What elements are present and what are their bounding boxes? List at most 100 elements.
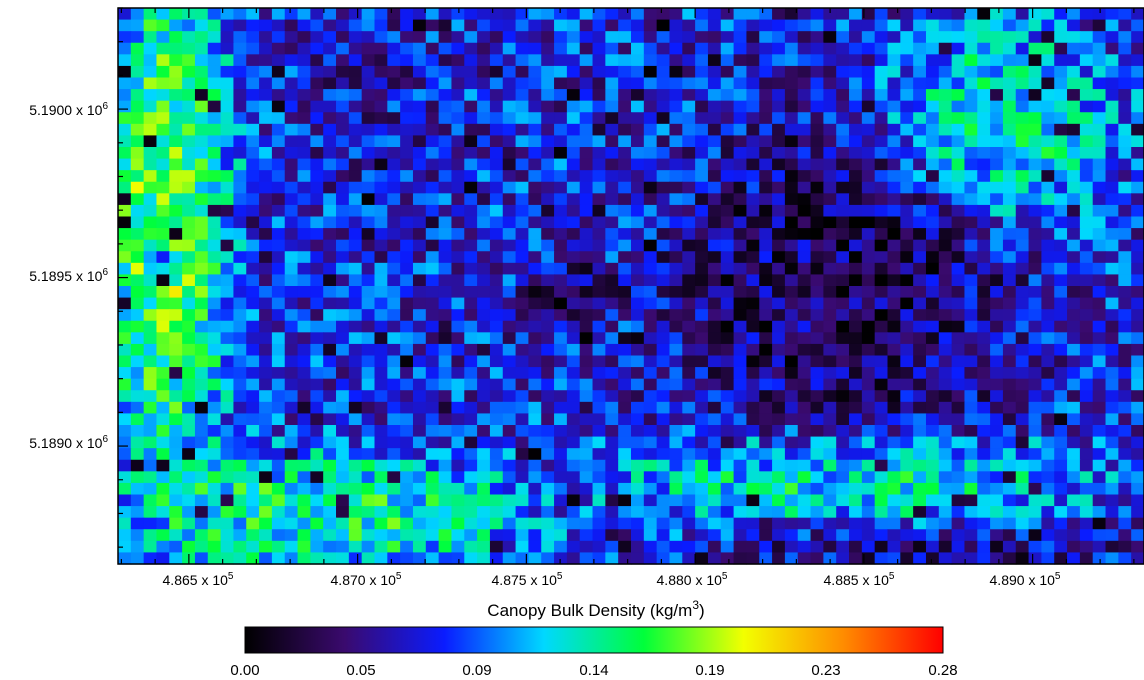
heatmap-cell: [656, 506, 671, 519]
heatmap-cell: [387, 228, 401, 241]
heatmap-cell: [528, 390, 542, 403]
heatmap-cell: [1041, 54, 1055, 67]
heatmap-cell: [541, 540, 555, 554]
heatmap-cell: [746, 401, 760, 415]
heatmap-cell: [861, 42, 876, 55]
heatmap-cell: [1054, 343, 1068, 357]
heatmap-cell: [348, 378, 363, 391]
heatmap-cell: [964, 552, 978, 565]
heatmap-cell: [746, 262, 760, 276]
heatmap-cell: [451, 262, 465, 276]
heatmap-cell: [618, 540, 632, 554]
heatmap-cell: [861, 31, 876, 44]
heatmap-cell: [631, 181, 645, 194]
heatmap-cell: [1131, 436, 1144, 449]
heatmap-cell: [810, 436, 824, 449]
heatmap-cell: [374, 19, 388, 32]
heatmap-cell: [592, 251, 606, 264]
heatmap-cell: [1002, 436, 1017, 449]
heatmap-cell: [784, 413, 799, 426]
heatmap-cell: [695, 204, 709, 218]
heatmap-cell: [233, 239, 247, 252]
heatmap-cell: [412, 216, 427, 229]
heatmap-cell: [746, 123, 760, 137]
heatmap-cell: [425, 204, 440, 218]
heatmap-cell: [1105, 343, 1119, 357]
heatmap-cell: [759, 506, 773, 519]
heatmap-cell: [861, 378, 876, 391]
heatmap-cell: [643, 181, 658, 194]
heatmap-cell: [784, 8, 799, 21]
heatmap-cell: [169, 54, 183, 67]
heatmap-cell: [143, 320, 158, 333]
heatmap-cell: [246, 448, 260, 461]
heatmap-cell: [118, 286, 132, 299]
heatmap-cell: [566, 251, 581, 264]
heatmap-cell: [925, 471, 940, 484]
heatmap-cell: [977, 77, 991, 90]
heatmap-cell: [566, 332, 581, 345]
heatmap-cell: [784, 100, 799, 113]
heatmap-cell: [207, 332, 222, 345]
heatmap-cell: [400, 367, 414, 380]
heatmap-cell: [707, 262, 722, 276]
heatmap-cell: [772, 100, 786, 113]
heatmap-cell: [323, 193, 337, 206]
heatmap-cell: [951, 123, 966, 137]
heatmap-cell: [156, 77, 170, 90]
heatmap-cell: [233, 494, 247, 507]
heatmap-cell: [887, 8, 901, 21]
heatmap-cell: [1105, 320, 1119, 333]
heatmap-cell: [233, 65, 247, 79]
heatmap-cell: [233, 425, 247, 438]
heatmap-cell: [220, 123, 235, 137]
heatmap-cell: [271, 239, 286, 252]
heatmap-cell: [951, 367, 966, 380]
heatmap-cell: [541, 204, 555, 218]
heatmap-cell: [297, 65, 311, 79]
heatmap-cell: [361, 89, 376, 102]
heatmap-cell: [1131, 251, 1144, 264]
heatmap-cell: [297, 170, 311, 183]
heatmap-cell: [1028, 19, 1042, 32]
heatmap-cell: [746, 436, 760, 449]
heatmap-cell: [964, 355, 978, 368]
heatmap-cell: [489, 65, 504, 79]
heatmap-cell: [361, 390, 376, 403]
heatmap-cell: [592, 8, 606, 21]
heatmap-cell: [489, 19, 504, 32]
heatmap-cell: [502, 262, 517, 276]
heatmap-cell: [1092, 147, 1107, 160]
heatmap-cell: [900, 355, 914, 368]
heatmap-cell: [797, 262, 812, 276]
heatmap-cell: [669, 170, 683, 183]
heatmap-cell: [182, 367, 196, 380]
heatmap-cell: [951, 216, 966, 229]
heatmap-cell: [797, 228, 812, 241]
heatmap-cell: [259, 401, 273, 415]
heatmap-cell: [220, 65, 235, 79]
heatmap-cell: [233, 228, 247, 241]
heatmap-cell: [669, 320, 683, 333]
heatmap-cell: [489, 482, 504, 496]
heatmap-cell: [669, 436, 683, 449]
heatmap-cell: [887, 100, 901, 113]
heatmap-cell: [1079, 413, 1094, 426]
heatmap-cell: [1067, 204, 1081, 218]
heatmap-cell: [925, 309, 940, 322]
heatmap-cell: [554, 332, 568, 345]
heatmap-cell: [566, 193, 581, 206]
heatmap-cell: [489, 158, 504, 171]
heatmap-cell: [451, 181, 465, 194]
heatmap-cell: [643, 494, 658, 507]
heatmap-cell: [528, 228, 542, 241]
heatmap-cell: [233, 100, 247, 113]
heatmap-cell: [361, 309, 376, 322]
heatmap-cell: [797, 401, 812, 415]
heatmap-cell: [541, 332, 555, 345]
heatmap-cell: [861, 89, 876, 102]
heatmap-cell: [374, 378, 388, 391]
heatmap-cell: [477, 436, 491, 449]
heatmap-cell: [631, 494, 645, 507]
heatmap-cell: [861, 309, 876, 322]
